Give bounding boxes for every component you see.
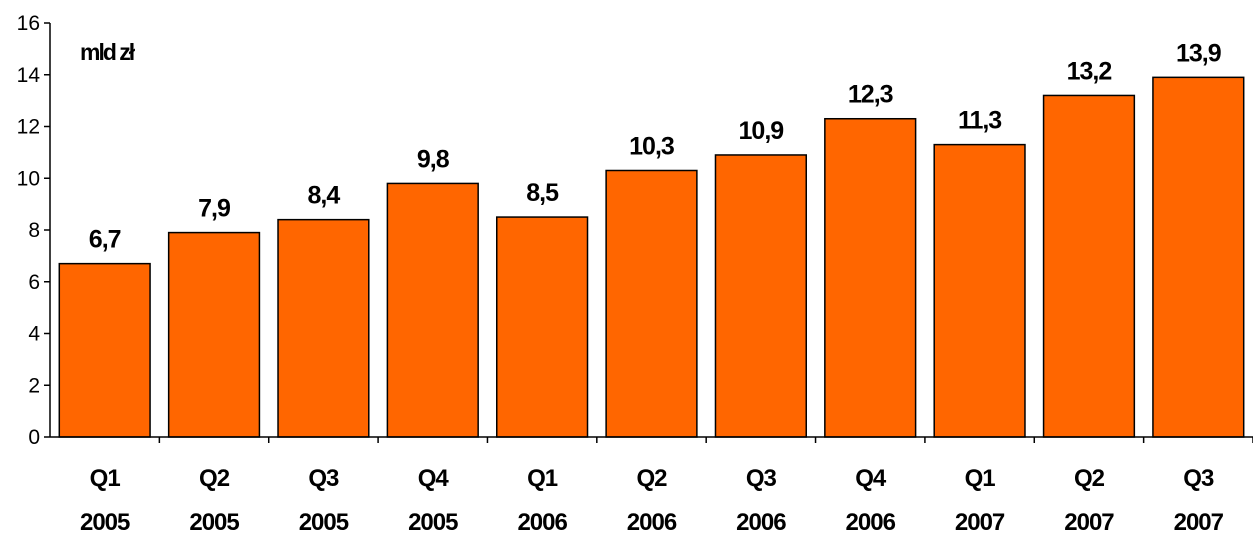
x-tick-label-quarter: Q1: [527, 465, 558, 492]
bar-value-label: 10,9: [739, 117, 784, 145]
bar-value-label: 9,8: [417, 145, 450, 173]
y-tick-label: 12: [17, 116, 40, 139]
bar: [933, 143, 1026, 438]
bar-value-label: 10,3: [629, 132, 674, 160]
y-tick-label: 16: [17, 12, 40, 35]
x-tick-label-quarter: Q2: [199, 465, 230, 492]
x-tick-label-year: 2006: [846, 509, 896, 536]
x-tick-label-year: 2007: [1064, 509, 1114, 536]
x-tick-label-quarter: Q2: [636, 465, 667, 492]
y-tick-label: 4: [28, 323, 40, 346]
bar: [824, 117, 917, 438]
bar-value-label: 7,9: [198, 195, 230, 223]
bar: [714, 154, 807, 438]
bar-value-label: 8,5: [526, 179, 559, 207]
bar: [277, 218, 370, 438]
x-tick-label-quarter: Q4: [855, 465, 887, 492]
y-tick-label: 6: [28, 271, 40, 294]
bar: [386, 182, 479, 438]
x-tick-label-year: 2005: [80, 509, 130, 536]
bar-value-label: 11,3: [958, 107, 1001, 135]
bar: [496, 216, 589, 438]
unit-label: mld zł: [80, 39, 136, 65]
x-tick-label-quarter: Q4: [418, 465, 450, 492]
bar: [1042, 94, 1136, 438]
y-tick-label: 10: [17, 167, 40, 190]
bar-value-label: 13,2: [1067, 57, 1112, 85]
x-tick-label-year: 2007: [955, 509, 1005, 536]
bar: [1152, 76, 1245, 438]
bar-value-label: 8,4: [308, 182, 341, 210]
data-labels: 6,7 7,9 8,4 9,8 8,5 10,3 10,9 12,3 11,3 13,2 13,9: [89, 39, 1222, 254]
x-tick-label-year: 2006: [517, 509, 567, 536]
bar-value-label: 13,9: [1176, 39, 1221, 67]
x-tick-label-year: 2006: [627, 509, 677, 536]
x-tick-label-quarter: Q3: [308, 465, 339, 492]
y-tick-label: 2: [28, 374, 40, 397]
x-tick-label-year: 2005: [408, 509, 458, 536]
bar: [605, 169, 698, 438]
x-tick-label-quarter: Q1: [965, 465, 996, 492]
y-tick-label: 0: [28, 426, 40, 449]
y-tick-label: 14: [17, 64, 41, 87]
x-tick-label-quarter: Q2: [1074, 465, 1105, 492]
bar: [167, 231, 261, 438]
y-tick-label: 8: [28, 219, 40, 242]
x-tick-label-quarter: Q3: [1183, 465, 1214, 492]
x-tick-label-year: 2006: [736, 509, 786, 536]
bar: [58, 262, 151, 438]
x-tick-label-year: 2005: [189, 509, 239, 536]
x-tick-label-quarter: Q1: [90, 465, 121, 492]
x-tick-label-quarter: Q3: [746, 465, 777, 492]
bar-value-label: 12,3: [848, 81, 893, 109]
bar-value-label: 6,7: [89, 226, 121, 254]
bars: [58, 76, 1245, 438]
x-tick-label-year: 2007: [1174, 509, 1224, 536]
x-tick-label-year: 2005: [299, 509, 349, 536]
y-axis: 0 2 4 6 8 10 12 14 16: [17, 12, 51, 449]
x-axis: Q1 2005 Q2 2005 Q3 2005 Q4 2005 Q1 2006 Q2 2006 Q3 20…: [50, 436, 1253, 536]
